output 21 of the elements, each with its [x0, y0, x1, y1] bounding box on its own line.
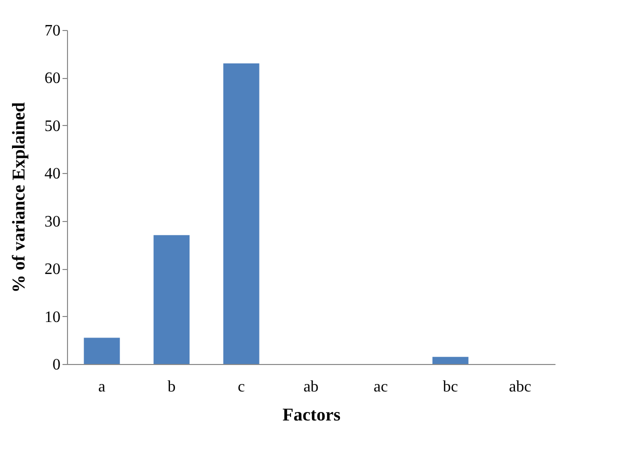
x-tick-label: ac: [374, 378, 388, 396]
y-tick-label: 30: [44, 213, 60, 230]
y-tick-label: 40: [44, 166, 60, 183]
y-tick-label: 10: [44, 308, 60, 326]
x-axis-title: Factors: [282, 404, 340, 424]
y-tick-label: 0: [52, 356, 60, 374]
x-tick-label: ab: [303, 378, 319, 396]
y-tick-label: 20: [44, 261, 60, 278]
y-axis-title: % of variance Explained: [8, 102, 28, 293]
x-tick-label: b: [168, 378, 176, 396]
x-tick-label: a: [98, 378, 106, 396]
y-tick-label: 70: [44, 22, 60, 40]
y-tick-label: 50: [44, 118, 60, 135]
bar: [223, 63, 260, 364]
bar: [154, 235, 190, 364]
x-tick-label: abc: [509, 378, 532, 396]
x-tick-label: bc: [442, 378, 458, 396]
x-tick-label: c: [238, 378, 245, 396]
bar: [84, 338, 120, 364]
bar: [432, 356, 468, 364]
y-tick-label: 60: [44, 70, 60, 88]
